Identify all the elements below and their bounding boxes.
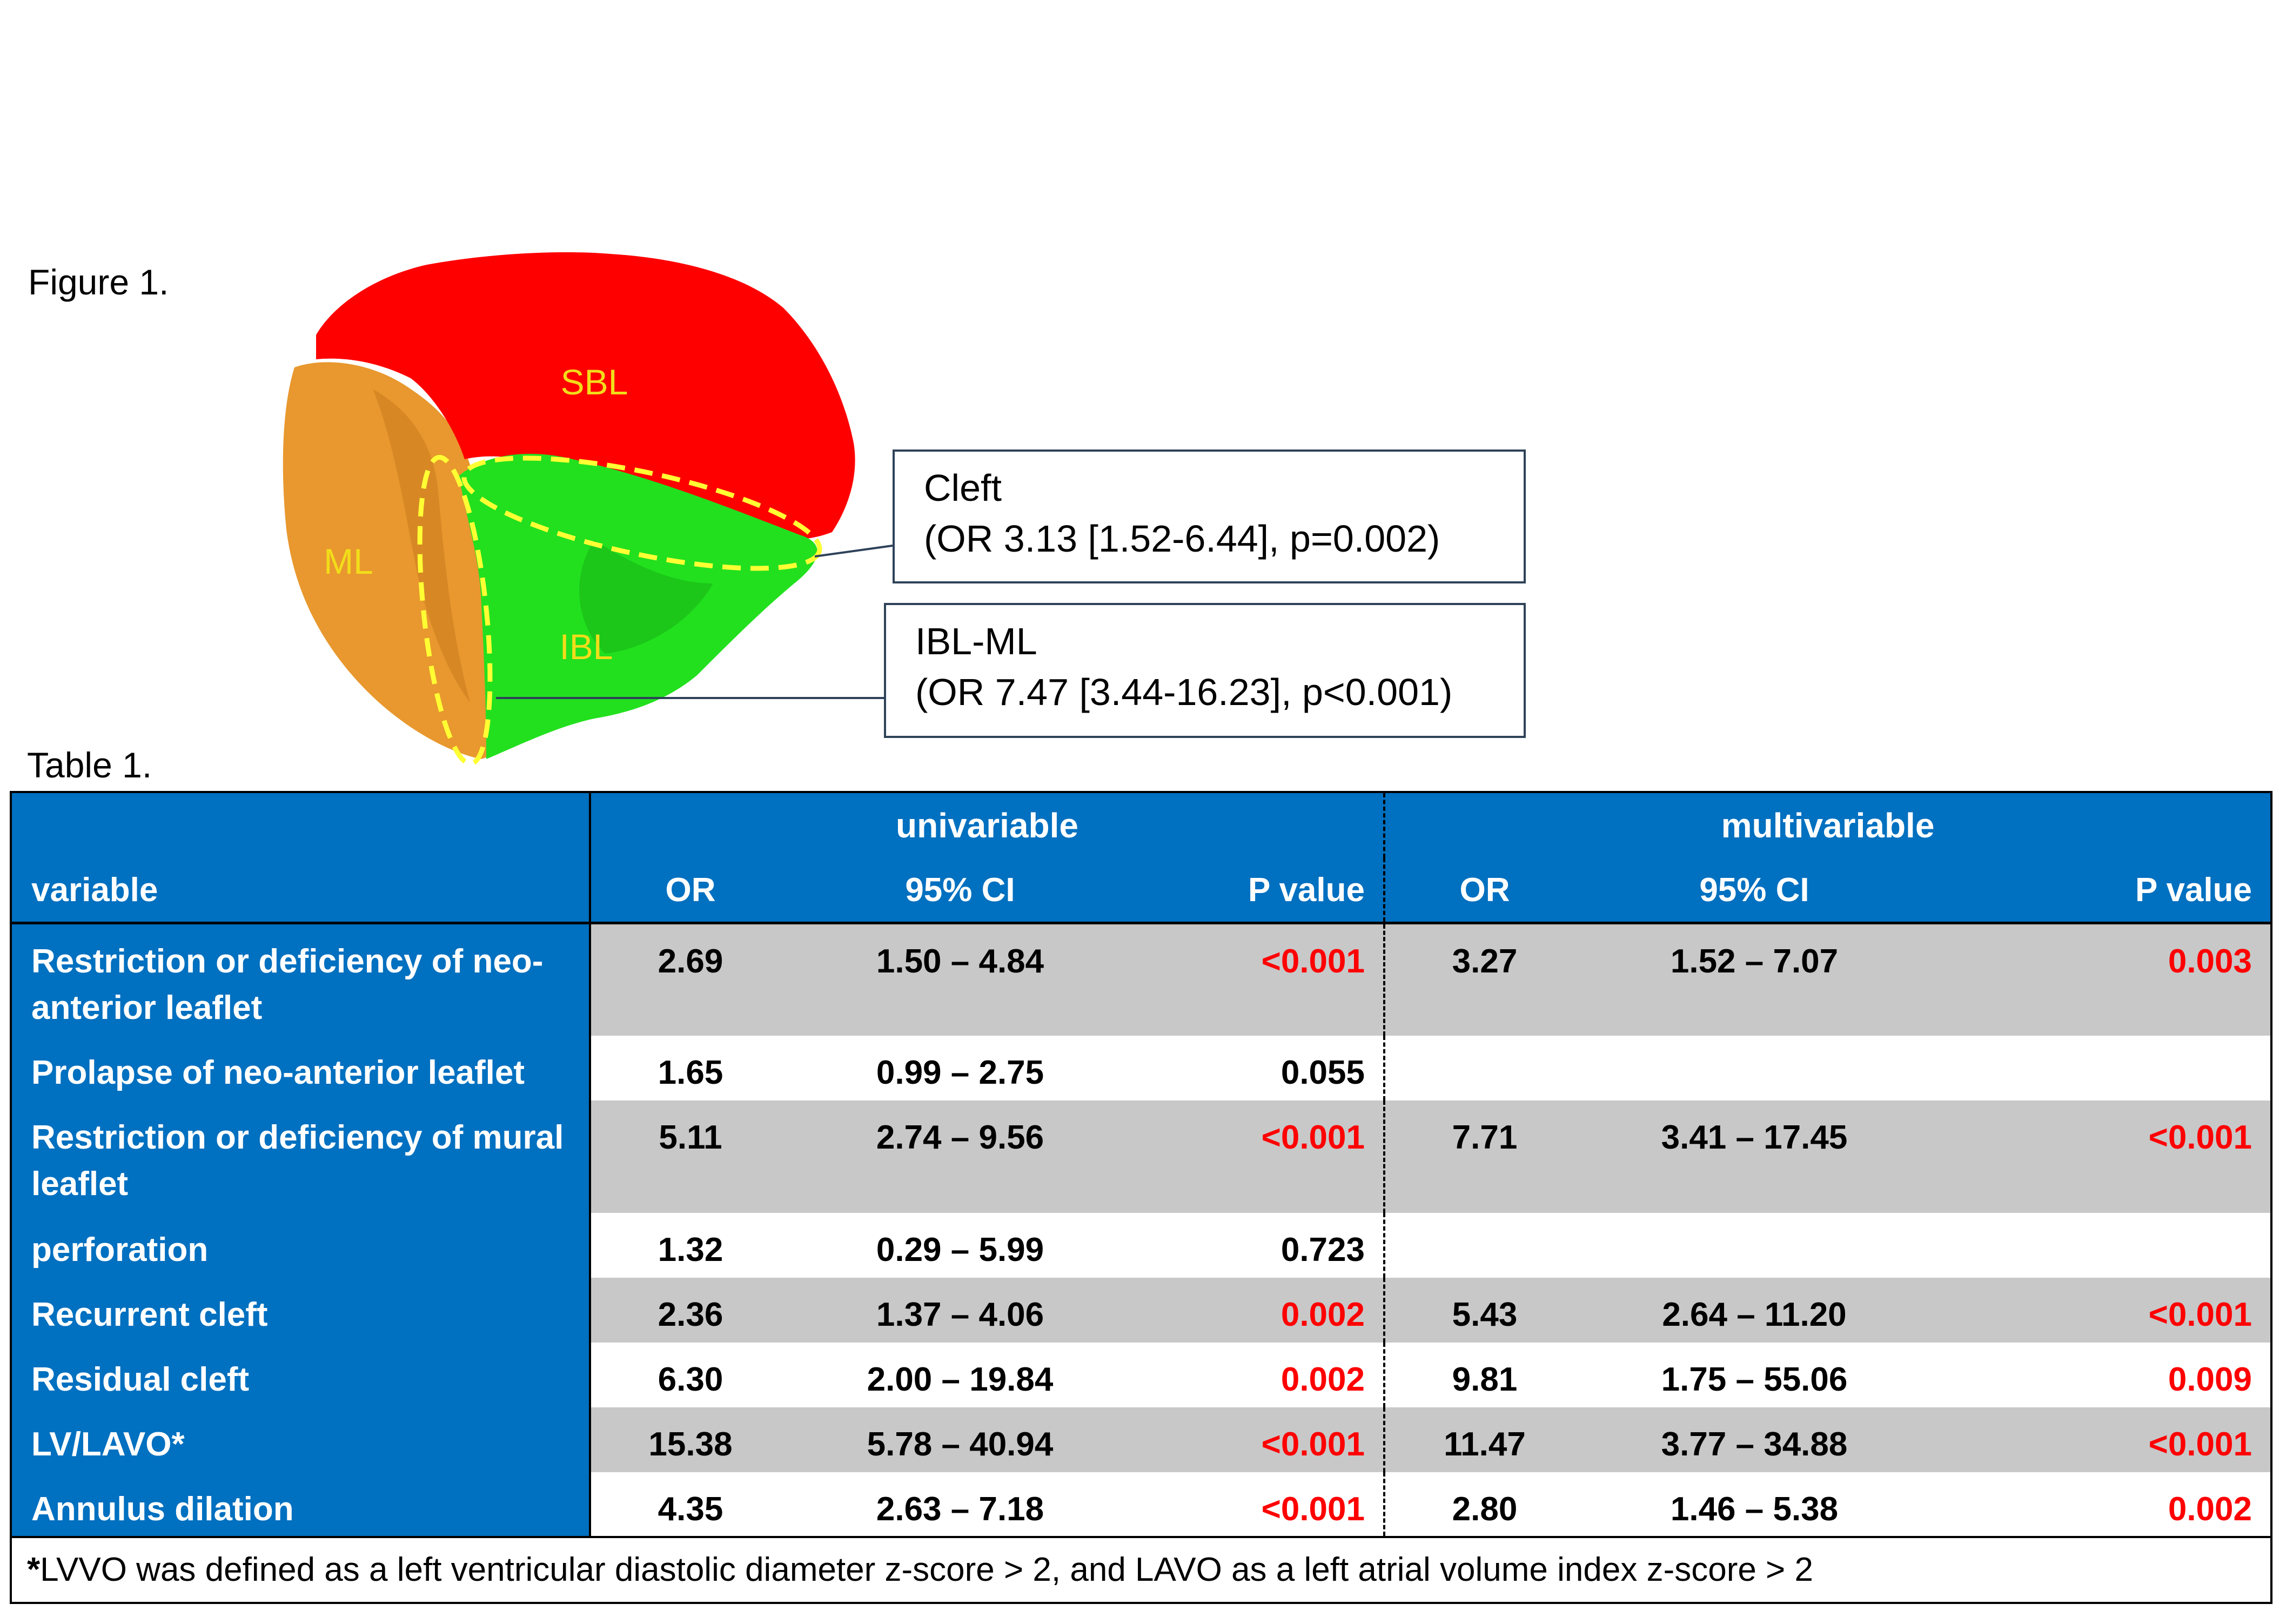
variable-cell: Residual cleft	[11, 1342, 591, 1407]
ibl-ml-callout: IBL-ML (OR 7.47 [3.44-16.23], p<0.001)	[884, 603, 1526, 738]
table-row: Restriction or deficiency of mural leafl…	[11, 1100, 2271, 1213]
multivariable-ci-cell: 1.52 – 7.07	[1584, 923, 1925, 1036]
cleft-callout-detail: (OR 3.13 [1.52-6.44], p=0.002)	[924, 518, 1440, 560]
multivariable-ci-cell: 1.75 – 55.06	[1584, 1342, 1925, 1407]
footnote: *LVVO was defined as a left ventricular …	[11, 1535, 2271, 1603]
variable-cell: perforation	[11, 1212, 591, 1278]
univariable-ci-cell: 2.63 – 7.18	[790, 1472, 1130, 1537]
variable-cell: Annulus dilation	[11, 1472, 591, 1537]
ibl-leaflet	[459, 454, 817, 759]
univariable-p-cell: <0.001	[1130, 1472, 1385, 1537]
multivariable-or-cell	[1384, 1035, 1584, 1100]
column-header-row: variable OR 95% CI P value OR 95% CI P v…	[11, 858, 2271, 924]
multivariable-p-cell	[1925, 1212, 2271, 1278]
multivariable-or-cell: 5.43	[1384, 1277, 1584, 1343]
table-row: Prolapse of neo-anterior leaflet 1.65 0.99…	[11, 1035, 2271, 1100]
variable-cell: Recurrent cleft	[11, 1277, 591, 1343]
multivariable-p-cell: 0.003	[1925, 923, 2271, 1036]
univariable-or-cell: 15.38	[590, 1407, 790, 1472]
variable-column-header: variable	[11, 858, 591, 924]
table-row: Restriction or deficiency of neo-anterio…	[11, 923, 2271, 1036]
multivariable-p-cell: 0.009	[1925, 1342, 2271, 1407]
valve-illustration: SBL ML IBL	[283, 252, 893, 767]
variable-cell: LV/LAVO*	[11, 1407, 591, 1472]
blank-header-cell	[11, 792, 591, 858]
cleft-callout-title: Cleft	[924, 467, 1002, 509]
univariable-or-cell: 5.11	[590, 1100, 790, 1213]
cleft-callout: Cleft (OR 3.13 [1.52-6.44], p=0.002)	[893, 449, 1526, 583]
variable-cell: Prolapse of neo-anterior leaflet	[11, 1035, 591, 1100]
table-row: Residual cleft 6.30 2.00 – 19.84 0.002 9.81 1…	[11, 1342, 2271, 1407]
multivariable-or-cell: 2.80	[1384, 1472, 1584, 1537]
multivariable-or-cell: 9.81	[1384, 1342, 1584, 1407]
multivariable-ci-cell: 2.64 – 11.20	[1584, 1277, 1925, 1343]
group-header-row: univariable multivariable	[11, 792, 2271, 858]
multivariable-or-cell: 7.71	[1384, 1100, 1584, 1213]
results-table: univariable multivariable variable OR 95…	[10, 791, 2272, 1604]
univariable-ci-cell: 2.00 – 19.84	[790, 1342, 1130, 1407]
table-row: LV/LAVO* 15.38 5.78 – 40.94 <0.001 11.47 3.77…	[11, 1407, 2271, 1472]
multivariable-ci-cell	[1584, 1212, 1925, 1278]
multivariable-ci-cell	[1584, 1035, 1925, 1100]
univariable-p-cell: 0.002	[1130, 1342, 1385, 1407]
variable-cell: Restriction or deficiency of mural leafl…	[11, 1100, 591, 1213]
univariable-ci-cell: 1.37 – 4.06	[790, 1277, 1130, 1343]
univariable-or-cell: 1.65	[590, 1035, 790, 1100]
univariable-or-cell: 6.30	[590, 1342, 790, 1407]
univariable-ci-cell: 0.99 – 2.75	[790, 1035, 1130, 1100]
multivariable-or-cell: 3.27	[1384, 923, 1584, 1036]
univariable-or-header: OR	[590, 858, 790, 924]
univariable-ci-cell: 5.78 – 40.94	[790, 1407, 1130, 1472]
multivariable-p-cell: 0.002	[1925, 1472, 2271, 1537]
multivariable-p-header: P value	[1925, 858, 2271, 924]
univariable-p-cell: <0.001	[1130, 1100, 1385, 1213]
univariable-ci-header: 95% CI	[790, 858, 1130, 924]
variable-cell: Restriction or deficiency of neo-anterio…	[11, 923, 591, 1036]
multivariable-ci-cell: 3.41 – 17.45	[1584, 1100, 1925, 1213]
ibl-ml-callout-title: IBL-ML	[915, 620, 1037, 662]
multivariable-or-header: OR	[1384, 858, 1584, 924]
multivariable-p-cell: <0.001	[1925, 1407, 2271, 1472]
univariable-or-cell: 2.69	[590, 923, 790, 1036]
footnote-text: LVVO was defined as a left ventricular d…	[40, 1551, 1813, 1588]
ml-label: ML	[324, 541, 373, 581]
table-row: Annulus dilation 4.35 2.63 – 7.18 <0.001 2.8…	[11, 1472, 2271, 1537]
table-row: Recurrent cleft 2.36 1.37 – 4.06 0.002 5.43 2…	[11, 1277, 2271, 1343]
table-caption: Table 1.	[27, 745, 152, 785]
univariable-p-cell: 0.055	[1130, 1035, 1385, 1100]
univariable-ci-cell: 2.74 – 9.56	[790, 1100, 1130, 1213]
univariable-p-header: P value	[1130, 858, 1385, 924]
univariable-or-cell: 2.36	[590, 1277, 790, 1343]
univariable-p-cell: 0.723	[1130, 1212, 1385, 1278]
table-row: perforation 1.32 0.29 – 5.99 0.723	[11, 1212, 2271, 1278]
univariable-p-cell: 0.002	[1130, 1277, 1385, 1343]
multivariable-ci-cell: 1.46 – 5.38	[1584, 1472, 1925, 1537]
univariable-ci-cell: 0.29 – 5.99	[790, 1212, 1130, 1278]
univariable-header: univariable	[590, 792, 1385, 858]
multivariable-p-cell: <0.001	[1925, 1100, 2271, 1213]
multivariable-p-cell	[1925, 1035, 2271, 1100]
ibl-ml-outline	[417, 454, 493, 767]
cleft-leader-line	[814, 545, 893, 558]
ibl-ml-callout-detail: (OR 7.47 [3.44-16.23], p<0.001)	[915, 671, 1453, 713]
univariable-p-cell: <0.001	[1130, 923, 1385, 1036]
footnote-row: *LVVO was defined as a left ventricular …	[11, 1535, 2271, 1603]
cleft-outline	[461, 455, 822, 571]
univariable-ci-cell: 1.50 – 4.84	[790, 923, 1130, 1036]
univariable-or-cell: 4.35	[590, 1472, 790, 1537]
multivariable-header: multivariable	[1384, 792, 2271, 858]
univariable-p-cell: <0.001	[1130, 1407, 1385, 1472]
footnote-marker: *	[27, 1551, 41, 1588]
multivariable-or-cell: 11.47	[1384, 1407, 1584, 1472]
multivariable-or-cell	[1384, 1212, 1584, 1278]
figure-caption: Figure 1.	[28, 262, 169, 302]
multivariable-ci-header: 95% CI	[1584, 858, 1925, 924]
multivariable-ci-cell: 3.77 – 34.88	[1584, 1407, 1925, 1472]
sbl-label: SBL	[561, 362, 628, 402]
univariable-or-cell: 1.32	[590, 1212, 790, 1278]
multivariable-p-cell: <0.001	[1925, 1277, 2271, 1343]
ibl-label: IBL	[559, 627, 613, 667]
sbl-leaflet	[316, 252, 855, 539]
